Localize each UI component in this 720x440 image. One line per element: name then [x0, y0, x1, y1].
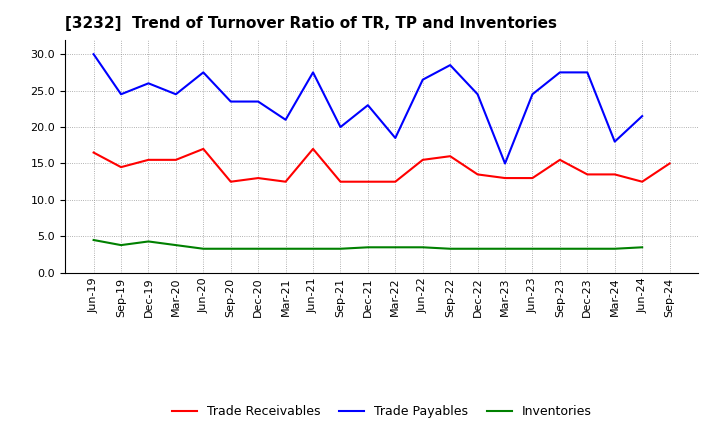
Inventories: [528, 246, 537, 251]
Inventories: [500, 246, 509, 251]
Trade Payables: [418, 77, 427, 82]
Inventories: [446, 246, 454, 251]
Inventories: [171, 242, 180, 248]
Trade Receivables: [665, 161, 674, 166]
Inventories: [309, 246, 318, 251]
Inventories: [336, 246, 345, 251]
Trade Payables: [556, 70, 564, 75]
Trade Payables: [364, 103, 372, 108]
Trade Receivables: [309, 146, 318, 151]
Inventories: [473, 246, 482, 251]
Inventories: [282, 246, 290, 251]
Line: Trade Receivables: Trade Receivables: [94, 149, 670, 182]
Trade Payables: [199, 70, 207, 75]
Trade Payables: [611, 139, 619, 144]
Trade Payables: [282, 117, 290, 122]
Trade Payables: [500, 161, 509, 166]
Inventories: [364, 245, 372, 250]
Trade Receivables: [144, 157, 153, 162]
Trade Receivables: [171, 157, 180, 162]
Trade Payables: [446, 62, 454, 68]
Trade Payables: [309, 70, 318, 75]
Trade Receivables: [418, 157, 427, 162]
Trade Payables: [254, 99, 263, 104]
Trade Payables: [144, 81, 153, 86]
Trade Payables: [638, 114, 647, 119]
Inventories: [391, 245, 400, 250]
Trade Payables: [391, 136, 400, 141]
Legend: Trade Receivables, Trade Payables, Inventories: Trade Receivables, Trade Payables, Inven…: [166, 400, 597, 423]
Trade Payables: [117, 92, 125, 97]
Trade Payables: [226, 99, 235, 104]
Inventories: [611, 246, 619, 251]
Line: Trade Payables: Trade Payables: [94, 54, 642, 164]
Inventories: [226, 246, 235, 251]
Trade Payables: [528, 92, 537, 97]
Trade Receivables: [638, 179, 647, 184]
Inventories: [144, 239, 153, 244]
Trade Receivables: [117, 165, 125, 170]
Trade Payables: [473, 92, 482, 97]
Trade Payables: [89, 51, 98, 57]
Trade Receivables: [528, 176, 537, 181]
Trade Receivables: [364, 179, 372, 184]
Inventories: [638, 245, 647, 250]
Inventories: [583, 246, 592, 251]
Trade Payables: [336, 125, 345, 130]
Inventories: [117, 242, 125, 248]
Trade Payables: [583, 70, 592, 75]
Trade Receivables: [226, 179, 235, 184]
Inventories: [556, 246, 564, 251]
Trade Receivables: [336, 179, 345, 184]
Line: Inventories: Inventories: [94, 240, 642, 249]
Inventories: [418, 245, 427, 250]
Trade Receivables: [583, 172, 592, 177]
Trade Payables: [171, 92, 180, 97]
Inventories: [254, 246, 263, 251]
Trade Receivables: [199, 146, 207, 151]
Inventories: [199, 246, 207, 251]
Trade Receivables: [89, 150, 98, 155]
Trade Receivables: [556, 157, 564, 162]
Inventories: [89, 237, 98, 242]
Trade Receivables: [446, 154, 454, 159]
Trade Receivables: [473, 172, 482, 177]
Trade Receivables: [500, 176, 509, 181]
Trade Receivables: [282, 179, 290, 184]
Trade Receivables: [611, 172, 619, 177]
Trade Receivables: [254, 176, 263, 181]
Trade Receivables: [391, 179, 400, 184]
Text: [3232]  Trend of Turnover Ratio of TR, TP and Inventories: [3232] Trend of Turnover Ratio of TR, TP…: [65, 16, 557, 32]
